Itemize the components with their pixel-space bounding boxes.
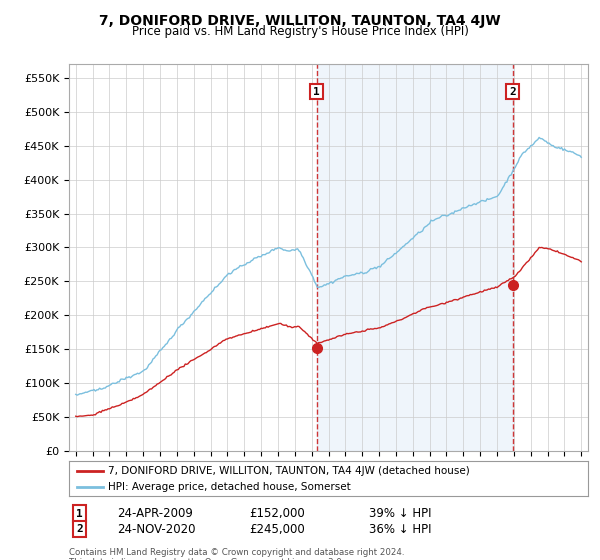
Text: 39% ↓ HPI: 39% ↓ HPI: [369, 507, 431, 520]
Text: 24-APR-2009: 24-APR-2009: [117, 507, 193, 520]
Text: 36% ↓ HPI: 36% ↓ HPI: [369, 522, 431, 536]
Text: 1: 1: [76, 508, 83, 519]
Text: Price paid vs. HM Land Registry's House Price Index (HPI): Price paid vs. HM Land Registry's House …: [131, 25, 469, 38]
Bar: [317, 64, 512, 451]
Text: 7, DONIFORD DRIVE, WILLITON, TAUNTON, TA4 4JW: 7, DONIFORD DRIVE, WILLITON, TAUNTON, TA…: [99, 14, 501, 28]
Text: 2: 2: [509, 86, 516, 96]
Text: HPI: Average price, detached house, Somerset: HPI: Average price, detached house, Some…: [108, 482, 350, 492]
Text: 1: 1: [313, 86, 320, 96]
Text: Contains HM Land Registry data © Crown copyright and database right 2024.
This d: Contains HM Land Registry data © Crown c…: [69, 548, 404, 560]
Text: 7, DONIFORD DRIVE, WILLITON, TAUNTON, TA4 4JW (detached house): 7, DONIFORD DRIVE, WILLITON, TAUNTON, TA…: [108, 466, 470, 477]
Text: £152,000: £152,000: [249, 507, 305, 520]
Text: 24-NOV-2020: 24-NOV-2020: [117, 522, 196, 536]
Text: 2: 2: [76, 524, 83, 534]
Text: £245,000: £245,000: [249, 522, 305, 536]
